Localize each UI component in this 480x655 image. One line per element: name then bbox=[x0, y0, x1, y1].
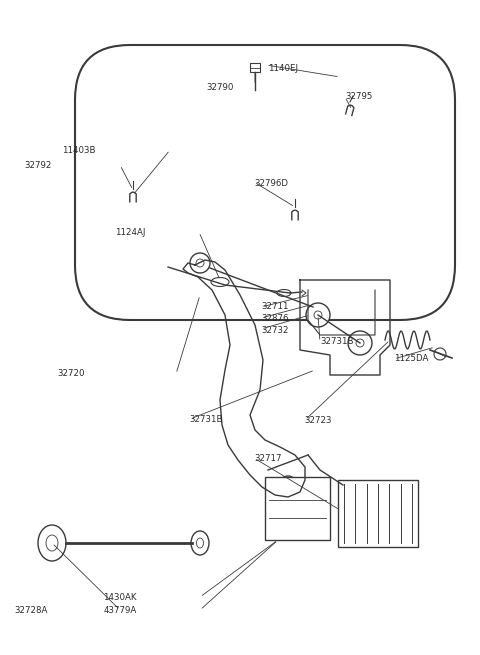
Circle shape bbox=[196, 259, 204, 267]
Text: 32717: 32717 bbox=[254, 454, 282, 463]
Ellipse shape bbox=[277, 290, 291, 297]
Text: 32711: 32711 bbox=[262, 302, 289, 311]
Text: 43779A: 43779A bbox=[103, 606, 136, 615]
Text: 32792: 32792 bbox=[24, 160, 51, 170]
Circle shape bbox=[356, 339, 364, 347]
Ellipse shape bbox=[46, 535, 58, 551]
Text: 32732: 32732 bbox=[262, 326, 289, 335]
Circle shape bbox=[306, 303, 330, 327]
Text: 32731B: 32731B bbox=[321, 337, 354, 346]
Circle shape bbox=[434, 348, 446, 360]
Circle shape bbox=[348, 331, 372, 355]
Text: 32731B: 32731B bbox=[190, 415, 223, 424]
Text: 32728A: 32728A bbox=[14, 606, 48, 615]
Text: 32720: 32720 bbox=[58, 369, 85, 378]
Text: 32795: 32795 bbox=[346, 92, 373, 102]
Text: 32876: 32876 bbox=[262, 314, 289, 323]
Ellipse shape bbox=[38, 525, 66, 561]
Ellipse shape bbox=[196, 538, 204, 548]
Bar bbox=[338, 480, 418, 547]
Circle shape bbox=[285, 482, 291, 488]
Bar bbox=[250, 63, 260, 72]
Text: 1430AK: 1430AK bbox=[103, 593, 137, 602]
Bar bbox=[265, 477, 330, 540]
Text: 32790: 32790 bbox=[206, 83, 234, 92]
Text: 32723: 32723 bbox=[305, 416, 332, 425]
Circle shape bbox=[190, 253, 210, 273]
Text: 1124AJ: 1124AJ bbox=[115, 228, 145, 237]
Circle shape bbox=[279, 476, 297, 494]
Text: 32796D: 32796D bbox=[254, 179, 288, 188]
Ellipse shape bbox=[191, 531, 209, 555]
Text: 1140EJ: 1140EJ bbox=[268, 64, 298, 73]
Text: 11403B: 11403B bbox=[62, 146, 96, 155]
Text: 1125DA: 1125DA bbox=[394, 354, 428, 364]
Circle shape bbox=[314, 311, 322, 319]
Ellipse shape bbox=[211, 278, 229, 286]
